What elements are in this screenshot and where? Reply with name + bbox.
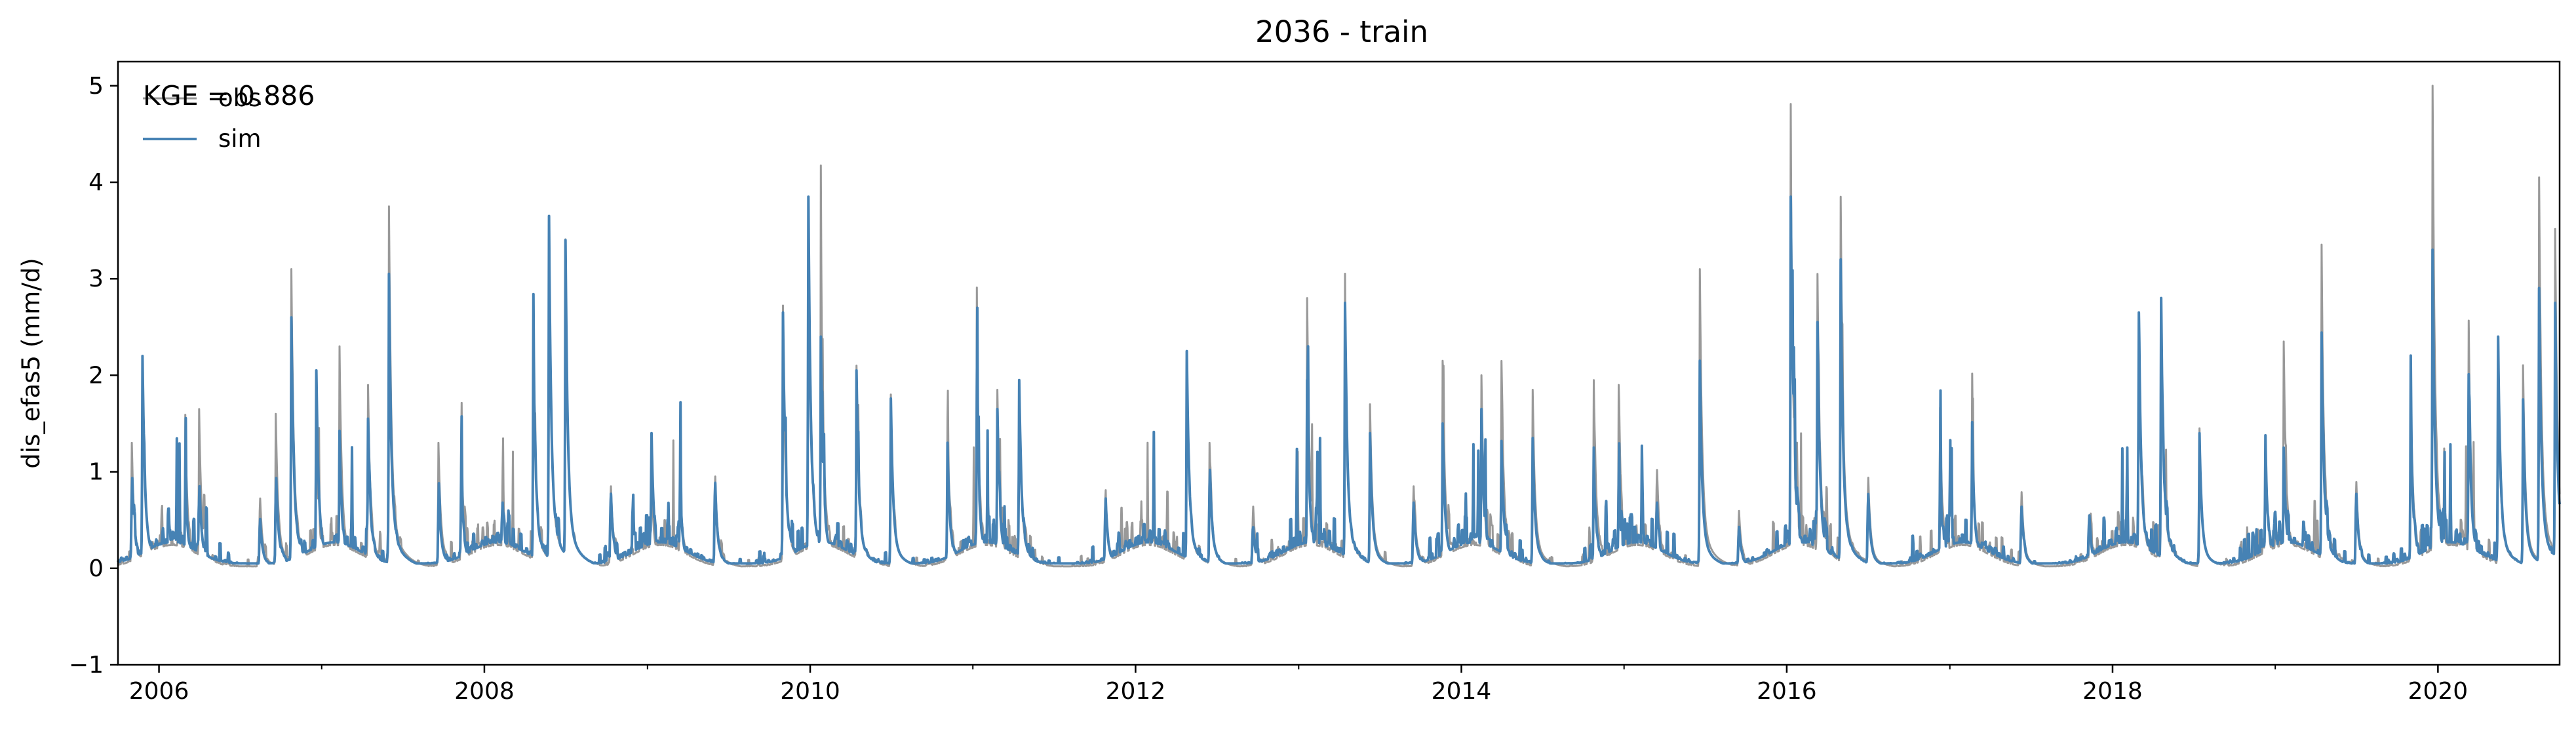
obs-series-line: [117, 85, 2561, 568]
legend: obs sim: [143, 84, 262, 153]
y-tick-label: 3: [88, 266, 104, 292]
y-axis-label: dis_efas5 (mm/d): [17, 258, 45, 469]
x-tick-label: 2020: [2408, 678, 2469, 705]
plot-area: [117, 85, 2561, 568]
legend-label-obs: obs: [218, 84, 261, 112]
y-tick-label: −1: [69, 652, 104, 679]
legend-label-sim: sim: [218, 125, 262, 153]
x-axis: 2006 2008 2010 2012 2014 2016 2018 2020: [129, 665, 2468, 705]
x-tick-label: 2008: [454, 678, 515, 705]
y-tick-label: 2: [88, 362, 104, 389]
x-tick-label: 2016: [1757, 678, 1817, 705]
plot-frame: [117, 60, 2561, 666]
y-tick-label: 4: [88, 169, 104, 196]
x-tick-label: 2006: [129, 678, 189, 705]
x-tick-label: 2014: [1432, 678, 1492, 705]
y-axis: −1 0 1 2 3 4 5: [69, 73, 118, 679]
obs-series-path: [117, 85, 2561, 568]
y-tick-label: 1: [88, 459, 104, 486]
x-tick-label: 2018: [2082, 678, 2143, 705]
chart-title: 2036 - train: [1255, 14, 1428, 49]
sim-series-line: [117, 195, 2561, 565]
kge-annotation: KGE = 0.886: [143, 80, 315, 111]
y-tick-label: 5: [88, 73, 104, 100]
x-tick-label: 2012: [1106, 678, 1166, 705]
y-tick-label: 0: [88, 555, 104, 582]
x-tick-label: 2010: [780, 678, 840, 705]
sim-series-path: [117, 195, 2561, 565]
